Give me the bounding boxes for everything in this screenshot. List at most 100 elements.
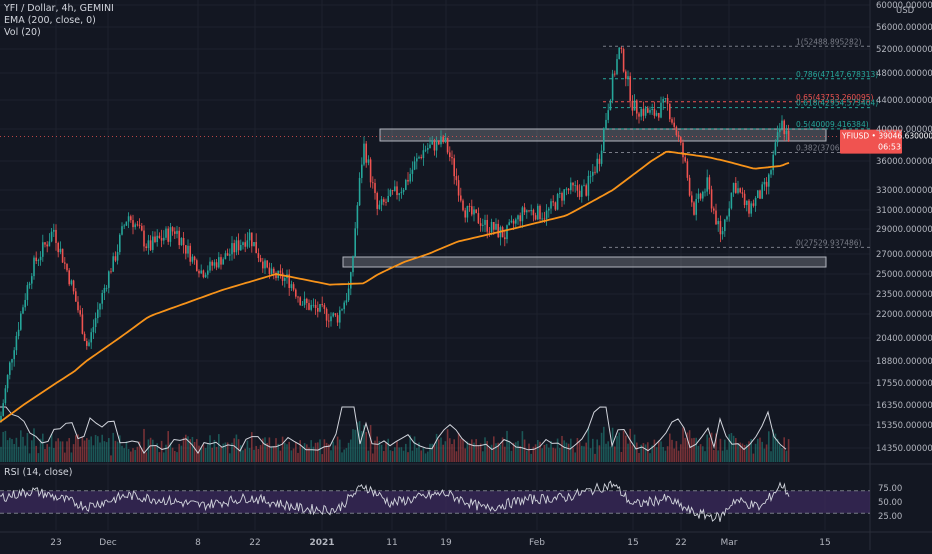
candle-body xyxy=(666,98,669,104)
volume-bar xyxy=(310,440,312,462)
candle-body xyxy=(136,224,139,226)
candle-body xyxy=(468,206,471,207)
candle-body xyxy=(290,284,293,288)
volume-bar xyxy=(339,439,341,462)
volume-bar xyxy=(581,445,583,462)
candle-body xyxy=(655,113,658,116)
ema-legend[interactable]: EMA (200, close, 0) xyxy=(4,15,96,26)
candle-body xyxy=(664,98,667,99)
candle-body xyxy=(460,195,462,201)
volume-bar xyxy=(77,434,79,462)
volume-bar xyxy=(171,447,174,462)
volume-bar xyxy=(710,432,713,462)
volume-bar xyxy=(501,437,504,462)
volume-bar xyxy=(534,444,537,462)
volume-bar xyxy=(691,438,693,462)
candle-body xyxy=(248,232,251,241)
volume-bar xyxy=(402,450,405,462)
candle-body xyxy=(378,204,381,209)
candle-body xyxy=(556,193,559,210)
candle-body xyxy=(534,215,537,220)
volume-bar xyxy=(499,445,502,462)
price-tick-label: 36000.000000 xyxy=(876,157,932,167)
time-tick-label: Feb xyxy=(529,538,545,548)
volume-bar xyxy=(383,451,385,462)
volume-bar xyxy=(583,446,585,462)
candle-body xyxy=(116,252,119,261)
price-tick-label: 14350.000000 xyxy=(876,444,932,454)
price-tag[interactable] xyxy=(840,129,902,154)
volume-bar xyxy=(438,439,440,462)
symbol-legend[interactable]: YFI / Dollar, 4h, GEMINI xyxy=(4,3,114,14)
candle-body xyxy=(768,174,770,187)
volume-bar xyxy=(4,430,7,462)
volume-bar xyxy=(640,444,642,462)
volume-bar xyxy=(70,452,73,462)
candle-body xyxy=(526,210,528,213)
volume-bar xyxy=(433,444,436,462)
volume-bar xyxy=(468,443,471,462)
volume-bar xyxy=(0,446,2,462)
volume-bar xyxy=(42,433,44,462)
candle-body xyxy=(149,240,152,250)
candle-body xyxy=(746,200,748,206)
candle-body xyxy=(284,278,286,281)
volume-bar xyxy=(655,447,658,462)
candle-body xyxy=(134,224,136,228)
volume-bar xyxy=(768,431,770,462)
candle-body xyxy=(532,209,535,216)
volume-bar xyxy=(130,451,132,462)
candle-body xyxy=(37,260,40,262)
volume-bar xyxy=(664,450,667,462)
volume-bar xyxy=(204,448,207,462)
candle-body xyxy=(482,224,484,226)
candle-body xyxy=(143,230,145,247)
candle-body xyxy=(367,159,370,163)
volume-bar xyxy=(323,439,326,462)
volume-bar xyxy=(114,440,117,462)
volume-bar xyxy=(572,447,574,462)
rsi-band xyxy=(0,490,870,514)
price-tick-label: 16350.000000 xyxy=(876,401,932,411)
volume-bar xyxy=(123,448,125,462)
rsi-legend[interactable]: RSI (14, close) xyxy=(4,467,73,478)
candle-body xyxy=(310,305,312,310)
candle-body xyxy=(196,260,198,271)
support-zone[interactable] xyxy=(342,256,827,268)
volume-bar xyxy=(488,448,491,462)
volume-bar xyxy=(662,447,664,462)
volume-bar xyxy=(482,451,484,462)
volume-bar xyxy=(178,443,180,462)
candle-body xyxy=(620,47,623,49)
candle-body xyxy=(699,193,702,199)
volume-bar xyxy=(330,450,332,462)
ema-200-line xyxy=(0,150,790,423)
candle-body xyxy=(158,235,161,238)
candle-body xyxy=(550,201,552,209)
volume-bar xyxy=(757,438,759,462)
volume-bar xyxy=(11,439,13,462)
volume-bar xyxy=(97,436,99,462)
candle-body xyxy=(640,108,642,117)
price-tick-label: 52000.000000 xyxy=(876,45,932,55)
volume-bar xyxy=(259,445,262,462)
candle-body xyxy=(297,296,299,298)
candle-body xyxy=(325,308,328,321)
candle-body xyxy=(570,182,572,191)
candle-body xyxy=(688,177,691,196)
volume-bar xyxy=(521,431,524,462)
volume-bar xyxy=(169,442,172,462)
volume-bar xyxy=(497,442,499,462)
volume-bar xyxy=(592,438,594,462)
candle-body xyxy=(471,206,473,215)
candle-body xyxy=(785,130,788,135)
candle-body xyxy=(402,189,405,192)
volume-bar xyxy=(556,438,559,462)
volume-bar xyxy=(55,441,57,462)
candle-body xyxy=(86,340,88,346)
volume-legend[interactable]: Vol (20) xyxy=(4,27,41,38)
candle-body xyxy=(717,221,719,225)
volume-bar xyxy=(559,447,561,462)
